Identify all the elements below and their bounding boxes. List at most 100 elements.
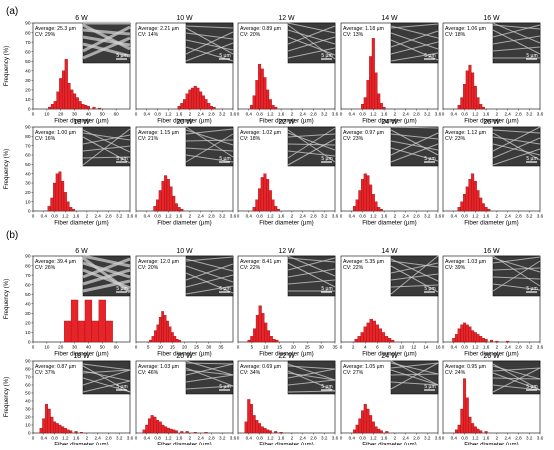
- x-tick-label: 0.8: [51, 436, 58, 441]
- histogram-bar: [379, 208, 383, 212]
- sem-fiber: [390, 129, 439, 156]
- x-tick-label: 20: [291, 345, 297, 350]
- sem-fiber: [287, 22, 336, 34]
- chart-title: 20 W: [176, 119, 193, 126]
- sem-fiber: [82, 156, 131, 159]
- histogram-bar: [258, 305, 262, 343]
- histogram-bar: [266, 429, 270, 434]
- histogram-bar: [274, 431, 278, 434]
- histogram-bar: [64, 59, 68, 110]
- histogram-bar: [185, 431, 189, 434]
- histogram-bar: [105, 320, 113, 343]
- x-tick-label: 2: [352, 345, 355, 350]
- histogram-bar: [177, 207, 181, 212]
- histogram-bar: [377, 428, 381, 434]
- y-tick-label: 70: [25, 273, 31, 279]
- histogram-bar: [66, 429, 70, 434]
- histogram-bar: [473, 180, 477, 212]
- histogram-bar: [481, 338, 485, 343]
- x-tick-label: 10: [399, 345, 405, 350]
- x-tick-label: 0.4: [451, 436, 458, 441]
- histogram-bar: [47, 206, 51, 212]
- x-axis-label: Fiber diameter (µm): [259, 351, 313, 358]
- cv-label: CV: 34%: [240, 370, 261, 376]
- cv-label: CV: 16%: [35, 136, 56, 142]
- x-tick-label: 10: [44, 345, 50, 350]
- x-tick-label: 0.4: [349, 214, 356, 219]
- x-tick-label: 35: [218, 345, 224, 350]
- histogram-bar: [204, 432, 208, 434]
- histogram-bar: [354, 338, 358, 343]
- x-tick-label: 25: [194, 345, 200, 350]
- histogram-bar: [366, 322, 370, 343]
- sem-fiber: [82, 254, 131, 268]
- histogram-bar: [374, 426, 378, 434]
- histogram-bar: [374, 201, 378, 212]
- histogram-bar: [75, 97, 79, 110]
- x-tick-label: 5: [251, 345, 254, 350]
- y-tick-label: 0: [28, 209, 31, 215]
- x-tick-label: 2.4: [299, 214, 306, 219]
- histogram-bar: [188, 89, 192, 110]
- chart-title: 6 W: [75, 15, 88, 22]
- x-tick-label: 0: [237, 214, 240, 219]
- x-tick-label: 3.6: [230, 214, 237, 219]
- histogram-bar: [56, 91, 60, 110]
- x-tick-label: 3.6: [537, 112, 544, 117]
- x-tick-label: 25: [305, 345, 311, 350]
- histogram-bar: [457, 328, 461, 343]
- x-tick-label: 1.2: [62, 436, 69, 441]
- sem-fiber: [185, 25, 234, 29]
- sem-fiber: [390, 147, 439, 162]
- sem-fiber: [492, 35, 541, 45]
- histogram-bar: [465, 186, 469, 212]
- histogram-bar: [247, 339, 251, 343]
- x-tick-label: 3.2: [116, 214, 123, 219]
- histogram-bar: [158, 317, 162, 343]
- cv-label: CV: 24%: [445, 370, 466, 376]
- x-tick-label: 30: [206, 345, 212, 350]
- scale-bar-label: 5 µm: [116, 53, 127, 59]
- histogram-bar: [47, 408, 51, 434]
- x-tick-label: 3.2: [321, 112, 328, 117]
- histogram-bar: [149, 339, 152, 343]
- x-tick-label: 16: [435, 345, 441, 350]
- sem-fiber: [287, 150, 336, 157]
- x-tick-label: 3.6: [537, 345, 544, 350]
- x-tick-label: 35: [332, 345, 338, 350]
- sem-fiber: [287, 365, 336, 370]
- histogram-bar: [66, 201, 70, 212]
- sem-fiber: [390, 255, 439, 295]
- x-tick-label: 0.4: [144, 214, 151, 219]
- x-tick-label: 0: [32, 112, 35, 117]
- x-tick-label: 0.4: [349, 112, 356, 117]
- sem-fiber: [287, 36, 336, 52]
- x-tick-label: 0: [135, 345, 138, 350]
- y-axis-label: Frequency (%): [3, 149, 10, 190]
- sem-fiber: [492, 384, 541, 391]
- sem-fiber: [287, 132, 336, 151]
- histogram-bar: [479, 336, 483, 343]
- histogram-bar: [361, 104, 365, 110]
- histogram-bar: [59, 78, 63, 110]
- x-tick-label: 2: [86, 214, 89, 219]
- sem-fiber: [287, 36, 336, 56]
- histogram-bar: [268, 99, 272, 110]
- histogram-bar: [98, 299, 106, 343]
- x-tick-label: 4: [364, 345, 367, 350]
- sem-fiber: [492, 365, 541, 380]
- x-tick-label: 3.2: [526, 112, 533, 117]
- sem-fiber: [492, 137, 541, 159]
- histogram-bar: [92, 106, 96, 110]
- x-tick-label: 5: [147, 345, 150, 350]
- histogram-bar: [468, 326, 472, 343]
- x-tick-label: 0.8: [51, 214, 58, 219]
- histogram-bar: [50, 416, 54, 434]
- x-tick-label: 2.4: [197, 112, 204, 117]
- x-tick-label: 2.8: [310, 214, 317, 219]
- sem-fiber: [287, 390, 336, 393]
- histogram-bar: [358, 190, 362, 212]
- sem-fiber: [390, 39, 439, 61]
- x-tick-label: 3.2: [424, 112, 431, 117]
- histogram-bar: [473, 426, 477, 434]
